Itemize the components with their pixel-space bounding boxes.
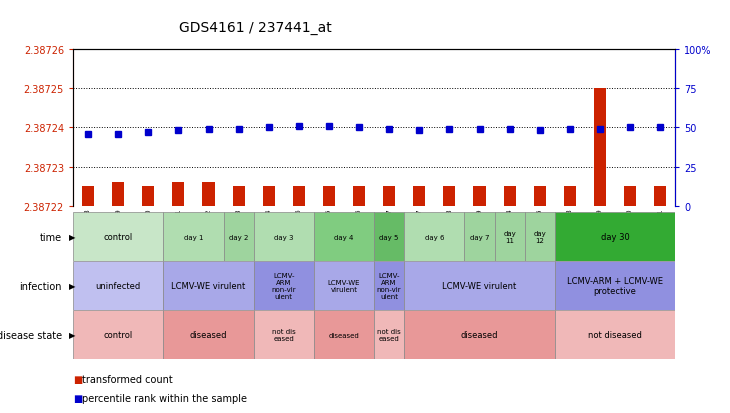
Text: not dis
eased: not dis eased [272, 328, 296, 342]
Bar [112, 183, 124, 206]
Bar [82, 187, 94, 206]
Bar [404, 261, 555, 311]
Text: ▶: ▶ [69, 282, 76, 290]
Bar [474, 187, 485, 206]
Text: ▶: ▶ [69, 233, 76, 242]
Bar [223, 213, 254, 261]
Text: transformed count: transformed count [82, 374, 173, 384]
Text: not dis
eased: not dis eased [377, 328, 401, 342]
Bar [404, 311, 555, 359]
Text: LCMV-
ARM
non-vir
ulent: LCMV- ARM non-vir ulent [377, 273, 402, 299]
Bar [353, 187, 365, 206]
Bar [73, 311, 164, 359]
Text: control: control [104, 233, 133, 242]
Bar [202, 183, 215, 206]
Text: ■: ■ [73, 374, 82, 384]
Bar [654, 187, 666, 206]
Bar [73, 261, 164, 311]
Text: day 30: day 30 [601, 233, 629, 242]
Bar [374, 311, 404, 359]
Text: LCMV-
ARM
non-vir
ulent: LCMV- ARM non-vir ulent [272, 273, 296, 299]
Text: diseased: diseased [190, 330, 227, 339]
Bar [564, 187, 576, 206]
Text: infection: infection [20, 281, 62, 291]
Text: not diseased: not diseased [588, 330, 642, 339]
Text: day
11: day 11 [503, 230, 516, 244]
Text: day 4: day 4 [334, 234, 354, 240]
Bar [555, 261, 675, 311]
Text: day 2: day 2 [229, 234, 248, 240]
Bar [495, 213, 525, 261]
Bar [404, 213, 464, 261]
Bar [525, 213, 555, 261]
Text: LCMV-WE
virulent: LCMV-WE virulent [328, 280, 361, 292]
Text: LCMV-ARM + LCMV-WE
protective: LCMV-ARM + LCMV-WE protective [567, 276, 663, 296]
Bar [233, 187, 245, 206]
Bar [383, 187, 395, 206]
Bar [464, 213, 495, 261]
Bar [293, 187, 305, 206]
Text: time: time [40, 232, 62, 242]
Bar [164, 261, 254, 311]
Text: day 6: day 6 [425, 234, 444, 240]
Text: percentile rank within the sample: percentile rank within the sample [82, 393, 247, 403]
Bar [314, 213, 374, 261]
Text: diseased: diseased [328, 332, 359, 338]
Bar [314, 261, 374, 311]
Bar [374, 261, 404, 311]
Text: diseased: diseased [461, 330, 499, 339]
Bar [323, 187, 335, 206]
Text: ■: ■ [73, 393, 82, 403]
Text: ▶: ▶ [69, 330, 76, 339]
Bar [254, 213, 314, 261]
Text: day 1: day 1 [184, 234, 203, 240]
Text: day
12: day 12 [534, 230, 546, 244]
Bar [534, 187, 546, 206]
Text: GDS4161 / 237441_at: GDS4161 / 237441_at [179, 21, 332, 35]
Bar [164, 311, 254, 359]
Bar [73, 213, 164, 261]
Text: control: control [104, 330, 133, 339]
Text: LCMV-WE virulent: LCMV-WE virulent [442, 282, 517, 290]
Text: disease state: disease state [0, 330, 62, 340]
Bar [142, 187, 154, 206]
Bar [413, 187, 426, 206]
Bar [164, 213, 223, 261]
Bar [555, 213, 675, 261]
Bar [594, 89, 606, 206]
Bar [504, 187, 515, 206]
Bar [374, 213, 404, 261]
Bar [172, 183, 185, 206]
Bar [254, 261, 314, 311]
Text: LCMV-WE virulent: LCMV-WE virulent [172, 282, 245, 290]
Bar [254, 311, 314, 359]
Text: day 7: day 7 [470, 234, 489, 240]
Text: uninfected: uninfected [96, 282, 141, 290]
Bar [263, 187, 274, 206]
Bar [555, 311, 675, 359]
Bar [624, 187, 636, 206]
Bar [443, 187, 456, 206]
Text: day 3: day 3 [274, 234, 293, 240]
Bar [314, 311, 374, 359]
Text: day 5: day 5 [380, 234, 399, 240]
